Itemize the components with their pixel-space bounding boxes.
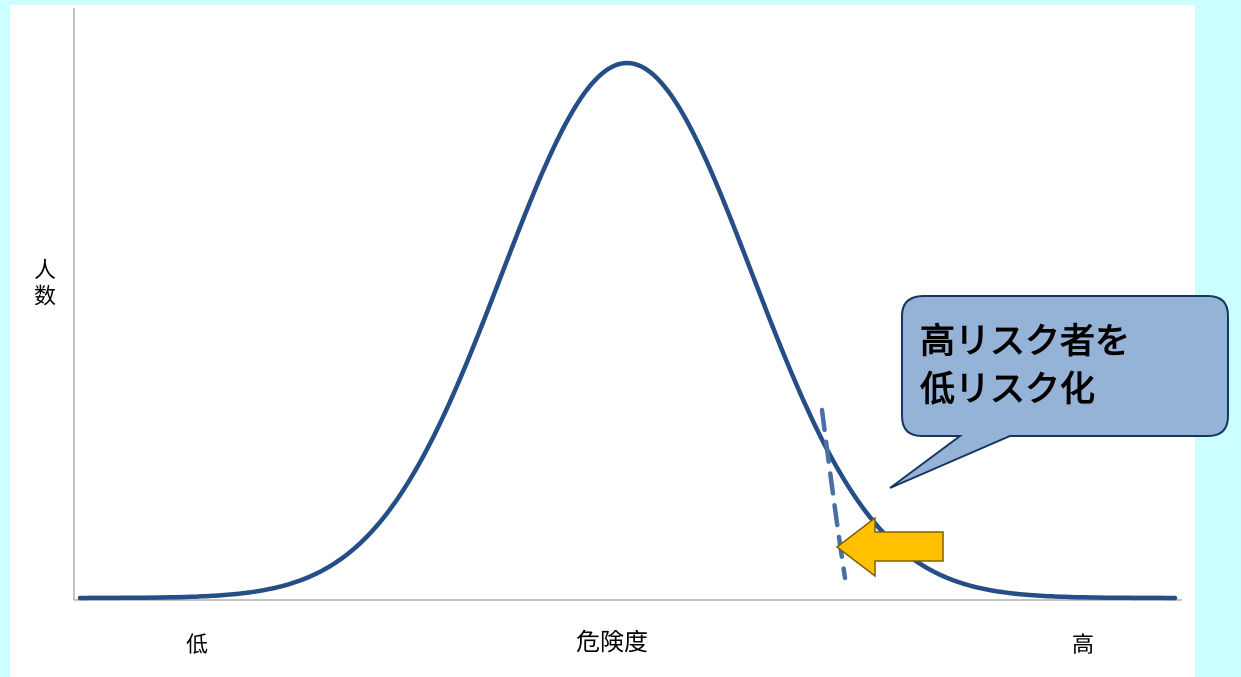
x-axis-title: 危険度 xyxy=(576,628,648,656)
x-axis-low-label: 低 xyxy=(186,633,209,658)
shifted-tail-dashed-line xyxy=(819,407,848,581)
x-axis-high-label: 高 xyxy=(1072,633,1095,658)
callout-bubble xyxy=(889,295,1229,489)
callout-text: 高リスク者を 低リスク化 xyxy=(920,322,1131,410)
y-axis-label: 人数 xyxy=(30,258,55,310)
bell-curve xyxy=(77,60,1178,601)
left-arrow-icon xyxy=(835,516,944,578)
